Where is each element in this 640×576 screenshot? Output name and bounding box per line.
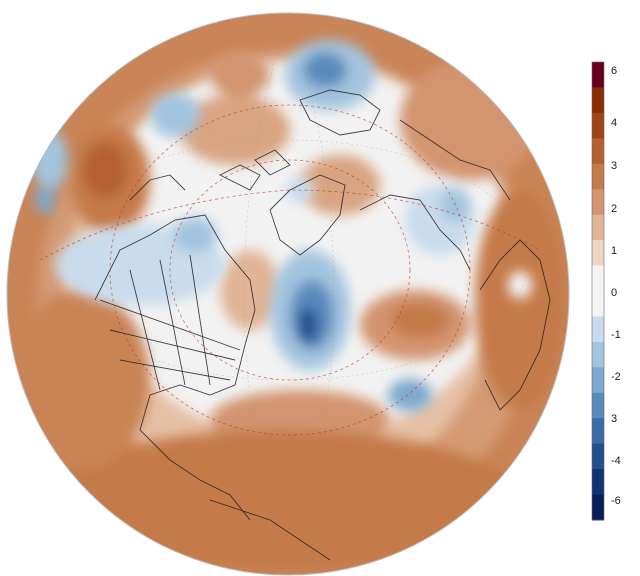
colorbar-segment bbox=[592, 469, 604, 496]
colorbar-tick-label: 3 bbox=[611, 413, 617, 425]
colorbar-tick-label: -2 bbox=[611, 371, 621, 383]
colorbar-segment bbox=[592, 443, 604, 470]
colorbar-segment bbox=[592, 163, 604, 190]
colorbar-segment bbox=[592, 494, 604, 521]
contour-lines bbox=[39, 104, 541, 436]
colorbar-tick-label: -6 bbox=[611, 495, 621, 507]
colorbar-segment bbox=[592, 214, 604, 241]
colorbar-segment bbox=[592, 62, 604, 88]
coastlines bbox=[94, 89, 551, 561]
colorbar-segment bbox=[592, 112, 604, 139]
colorbar-tick-label: -4 bbox=[611, 455, 621, 467]
colorbar-segment bbox=[592, 392, 604, 419]
colorbar-segment bbox=[592, 189, 604, 216]
colorbar-tick-label: 1 bbox=[611, 245, 617, 257]
globe-outline bbox=[6, 12, 570, 576]
colorbar-segment bbox=[592, 418, 604, 445]
colorbar-segment bbox=[592, 367, 604, 394]
colorbar-tick-label: 6 bbox=[611, 65, 617, 77]
colorbar-segment bbox=[592, 316, 604, 343]
colorbar-segment bbox=[592, 240, 604, 267]
colorbar-segment bbox=[592, 291, 604, 317]
colorbar-frame bbox=[591, 61, 605, 521]
colorbar-tick-label: 3 bbox=[611, 160, 617, 172]
colorbar-tick-label: -1 bbox=[611, 329, 621, 341]
colorbar-tick-label: 4 bbox=[611, 117, 617, 129]
colorbar-segment bbox=[592, 138, 604, 165]
graticule bbox=[47, 14, 529, 575]
colorbar-segment bbox=[592, 87, 604, 114]
cool-anomalies bbox=[32, 40, 532, 411]
globe bbox=[7, 13, 569, 575]
colorbar: 6 4 3 2 1 0 -1 -2 3 -4 -6 bbox=[591, 61, 621, 521]
colorbar-segment bbox=[592, 265, 604, 292]
warm-anomalies bbox=[10, 53, 565, 570]
colorbar-tick-label: 2 bbox=[611, 203, 617, 215]
colorbar-tick-label: 0 bbox=[611, 287, 617, 299]
colorbar-segment bbox=[592, 341, 604, 368]
